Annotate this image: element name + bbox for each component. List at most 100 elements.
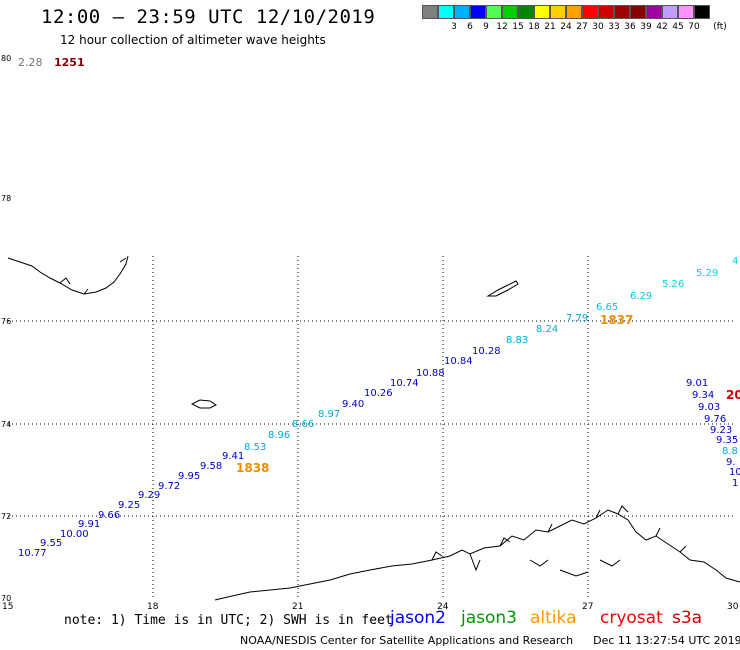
colorbar-label: 27 <box>576 22 588 32</box>
wave-height-label: 8.83 <box>506 335 528 346</box>
wave-height-label: 6.65 <box>596 302 618 313</box>
colorbar-label: 39 <box>640 22 652 32</box>
y-tick-label: 72 <box>1 512 11 521</box>
wave-height-label: 9.55 <box>40 538 62 549</box>
wave-height-label: 8.96 <box>268 430 290 441</box>
x-tick-label: 15 <box>2 602 13 612</box>
x-tick-label: 18 <box>147 602 159 612</box>
wave-height-label: 10.74 <box>390 378 419 389</box>
coastline-hopen <box>486 280 519 297</box>
y-tick-label: 70 <box>1 594 11 603</box>
wave-height-label: 9.91 <box>78 519 100 530</box>
y-tick-label: 76 <box>1 317 11 326</box>
colorbar-swatch <box>662 5 678 19</box>
wave-height-label: 9.66 <box>98 510 120 521</box>
wave-height-label: 10.28 <box>472 346 501 357</box>
x-tick-label: 21 <box>292 602 303 612</box>
credit-text: NOAA/NESDIS Center for Satellite Applica… <box>240 634 574 647</box>
pass-time-label: 1838 <box>236 461 269 475</box>
coastlines <box>7 255 740 601</box>
satellite-name-jason2: jason2 <box>390 608 446 628</box>
wave-height-label: 9.23 <box>710 425 732 436</box>
altimeter-track: 10.779.5510.009.919.669.259.299.729.959.… <box>18 256 740 559</box>
colorbar-swatch <box>438 5 454 19</box>
wave-height-label: 9.03 <box>698 402 720 413</box>
colorbar-label: 15 <box>512 22 524 32</box>
wave-height-label: 10.26 <box>364 388 393 399</box>
satellite-name-jason3: jason3 <box>461 608 517 628</box>
colorbar-label: 33 <box>608 22 620 32</box>
x-tick-label: 24 <box>437 602 449 612</box>
units-note: note: 1) Time is in UTC; 2) SWH is in fe… <box>64 613 393 628</box>
wave-height-label: 1 <box>732 478 738 489</box>
wave-height-label: 8.24 <box>536 324 558 335</box>
wave-height-label: 5.29 <box>696 268 718 279</box>
colorbar-label: 21 <box>544 22 556 32</box>
colorbar-swatch <box>646 5 662 19</box>
pass-time-label: 20 <box>726 388 740 402</box>
colorbar-label: 24 <box>560 22 572 32</box>
colorbar-swatch <box>566 5 582 19</box>
colorbar-swatch <box>614 5 630 19</box>
y-tick-label: 78 <box>1 194 11 203</box>
colorbar-label: 45 <box>672 22 684 32</box>
satellite-name-s3a: s3a <box>672 608 703 628</box>
colorbar-label: 3 <box>451 22 457 32</box>
colorbar-unit: (ft) <box>713 22 727 32</box>
colorbar-swatch <box>486 5 502 19</box>
colorbar-swatch <box>454 5 470 19</box>
colorbar-swatch <box>694 5 710 19</box>
wave-height-label: 10.77 <box>18 548 47 559</box>
page-subtitle: 12 hour collection of altimeter wave hei… <box>60 33 326 47</box>
colorbar-swatch <box>518 5 534 19</box>
wave-height-label: 9.29 <box>138 490 160 501</box>
colorbar-label: 9 <box>483 22 489 32</box>
coastline-svalbard <box>7 255 129 295</box>
colorbar-swatch <box>550 5 566 19</box>
wave-height-label: 9.41 <box>222 451 244 462</box>
wave-height-label: 9.76 <box>704 414 726 425</box>
map-grid: 15 18 21 24 27 30 80 78 76 74 72 70 2.28 1251 <box>1 54 739 612</box>
wave-height-label: 10 <box>729 467 740 478</box>
top-left-value: 2.28 <box>18 56 43 69</box>
wave-height-label: 9.25 <box>118 500 140 511</box>
y-tick-label: 80 <box>1 54 11 63</box>
colorbar-label: 30 <box>592 22 604 32</box>
colorbar-swatch <box>502 5 518 19</box>
wave-height-label: 10.88 <box>416 368 445 379</box>
colorbar-label: 36 <box>624 22 636 32</box>
colorbar-swatch <box>470 5 486 19</box>
colorbar-swatch <box>598 5 614 19</box>
wave-height-label: 9.58 <box>200 461 222 472</box>
credit-line: NOAA/NESDIS Center for Satellite Applica… <box>240 634 740 647</box>
colorbar-swatch <box>630 5 646 19</box>
wave-height-label: 8.97 <box>318 409 340 420</box>
wave-height-label: 4 <box>732 256 738 267</box>
y-tick-label: 74 <box>1 420 11 429</box>
generated-timestamp: Dec 11 13:27:54 UTC 2019 <box>593 634 740 647</box>
wave-height-label: 9.35 <box>716 435 738 446</box>
wave-height-label: 10.84 <box>444 356 473 367</box>
wave-height-label: 9.40 <box>342 399 364 410</box>
wave-height-label: 8.8 <box>722 446 738 457</box>
satellite-name-altika: altika <box>530 608 577 628</box>
wave-height-label: 9.34 <box>692 390 714 401</box>
satellite-name-cryosat: cryosat <box>600 608 663 628</box>
colorbar-label: 42 <box>656 22 668 32</box>
wave-height-label: 9.72 <box>158 481 180 492</box>
wave-height-label: 10.00 <box>60 529 89 540</box>
coastline-bear-island <box>190 399 217 409</box>
pass-time-label: 1837 <box>600 313 633 327</box>
wave-height-label: 8.66 <box>292 419 314 430</box>
colorbar-label: 6 <box>467 22 473 32</box>
top-left-time: 1251 <box>54 56 85 69</box>
x-tick-label: 27 <box>582 602 593 612</box>
colorbar-swatch <box>534 5 550 19</box>
wave-height-label: 9. <box>726 457 736 468</box>
colorbar-label: 12 <box>496 22 508 32</box>
colorbar-swatch <box>582 5 598 19</box>
colorbar-label: 18 <box>528 22 540 32</box>
colorbar-label: 70 <box>688 22 700 32</box>
colorbar-swatch <box>678 5 694 19</box>
